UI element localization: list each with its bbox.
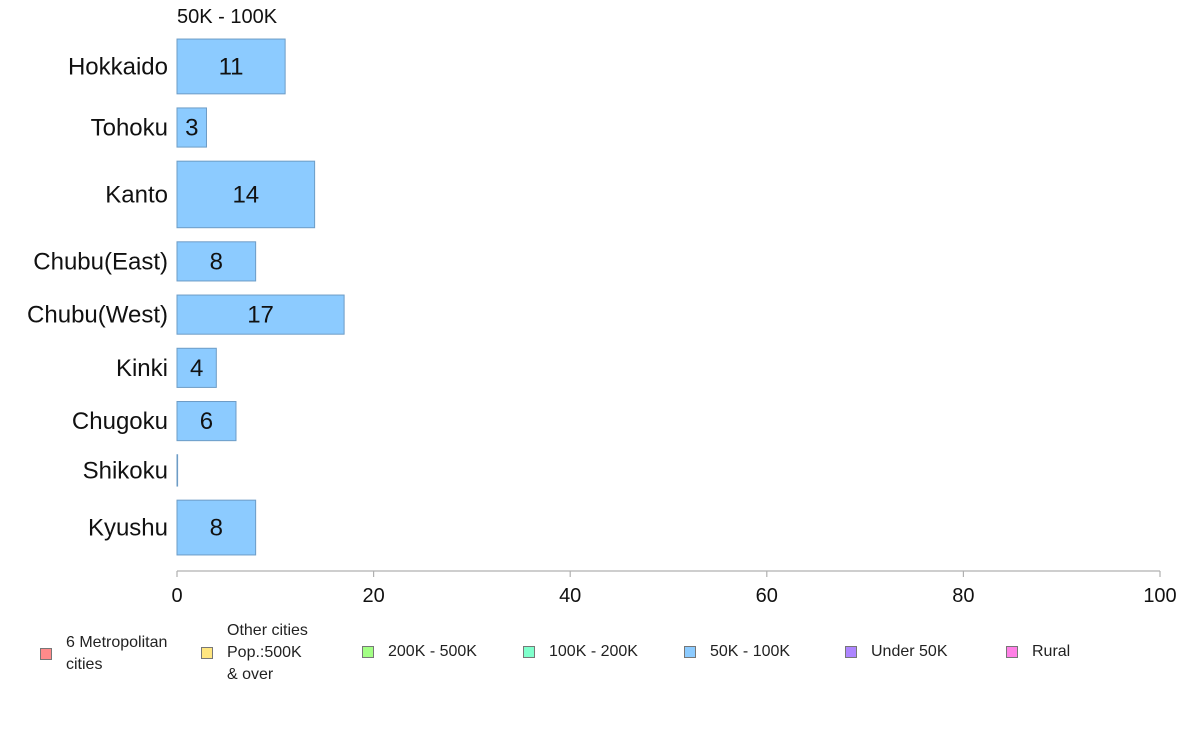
bar-shikoku <box>176 454 179 487</box>
bar-chugoku <box>176 401 237 442</box>
legend-swatch <box>362 646 374 658</box>
legend-swatch <box>201 647 213 659</box>
legend-swatch <box>523 646 535 658</box>
legend-swatch <box>1006 646 1018 658</box>
bar-kinki <box>176 347 217 388</box>
category-label: Kinki <box>116 355 168 382</box>
legend-item-100k-200k: 100K - 200K <box>523 641 638 663</box>
x-tick-label: 0 <box>171 585 182 607</box>
bar-kanto <box>176 160 316 229</box>
chart-title: 50K - 100K <box>177 6 278 28</box>
data-label: 8 <box>210 248 223 275</box>
legend-item-rural: Rural <box>1006 641 1070 663</box>
legend-label: 50K - 100K <box>710 643 791 660</box>
legend-item-under-50k: Under 50K <box>845 641 948 663</box>
legend-item-200k-500k: 200K - 500K <box>362 641 477 663</box>
legend-label: 6 Metropolitan cities <box>66 634 168 673</box>
legend-item-other-cities: Other cities Pop.:500K & over <box>201 620 308 686</box>
data-label: 11 <box>219 53 244 80</box>
data-label: 3 <box>185 115 198 142</box>
legend-label: Under 50K <box>871 643 948 660</box>
category-label: Tohoku <box>91 115 168 142</box>
category-label: Kyushu <box>88 515 168 542</box>
category-label: Hokkaido <box>68 53 168 80</box>
legend-swatch <box>684 646 696 658</box>
bar-hokkaido <box>176 38 286 95</box>
bar-chart: Hokkaido 11 Tohoku 3 Kanto 14 Chubu(East) 8 Chub… <box>27 38 1177 607</box>
x-tick-label: 40 <box>559 585 581 607</box>
x-tick-label: 100 <box>1143 585 1176 607</box>
data-label: 8 <box>210 515 223 542</box>
x-tick-label: 80 <box>952 585 974 607</box>
legend-label: 100K - 200K <box>549 643 638 660</box>
legend-swatch <box>845 646 857 658</box>
legend-swatch <box>40 648 52 660</box>
category-label: Chubu(West) <box>27 302 168 329</box>
data-label: 4 <box>190 355 203 382</box>
legend-label: 200K - 500K <box>388 643 477 660</box>
x-tick-label: 60 <box>756 585 778 607</box>
x-tick-label: 20 <box>362 585 384 607</box>
bar-chubu-east <box>176 241 257 282</box>
category-label: Chugoku <box>72 408 168 435</box>
data-label: 6 <box>200 408 213 435</box>
data-label: 14 <box>232 181 259 208</box>
legend-item-metropolitan: 6 Metropolitan cities <box>40 632 167 676</box>
category-label: Kanto <box>105 181 168 208</box>
legend-label: Other cities Pop.:500K & over <box>227 622 308 683</box>
legend-item-50k-100k: 50K - 100K <box>684 641 790 663</box>
bar-tohoku <box>176 107 207 148</box>
bar-kyushu <box>176 499 257 556</box>
data-label: 17 <box>247 302 274 329</box>
bar-chubu-west <box>176 294 345 335</box>
legend-label: Rural <box>1032 643 1071 660</box>
category-label: Shikoku <box>83 457 168 484</box>
legend: 6 Metropolitan cities Other cities Pop.:… <box>0 618 1188 698</box>
category-label: Chubu(East) <box>33 248 168 275</box>
